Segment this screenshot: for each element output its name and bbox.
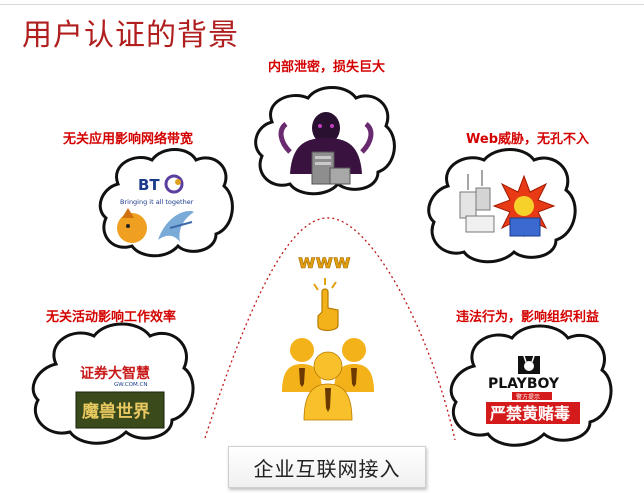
fox-app-icon: [117, 208, 147, 243]
police-notice-text: 警方提示: [516, 393, 540, 401]
wow-game-logo: 魔兽世界: [75, 391, 165, 429]
virus-burst-icon: [492, 174, 556, 238]
cloud-bandwidth: BT Bringing it all together: [98, 148, 234, 258]
cloud-productivity: 证券大智慧 GW.COM.CN 魔兽世界: [31, 322, 195, 445]
label-internal-leak: 内部泄密，损失巨大: [268, 60, 386, 75]
cloud-web-threat: [427, 148, 577, 264]
label-illegal: 违法行为，影响组织利益: [456, 310, 600, 325]
bunny-logo-icon: [518, 355, 540, 374]
page-title: 用户认证的背景: [22, 18, 239, 53]
wow-logo-text: 魔兽世界: [82, 401, 150, 422]
hooked-computers-icon: [459, 170, 495, 233]
label-web-threat: Web威胁，无孔不入: [466, 132, 589, 147]
shadow-figure-icon: [278, 112, 374, 174]
enterprise-internet-label: 企业互联网接入: [253, 456, 401, 481]
stock-logo-text: 证券大智慧: [80, 365, 150, 382]
enterprise-internet-box: 企业互联网接入: [228, 446, 426, 488]
stock-logo-url: GW.COM.CN: [114, 382, 147, 388]
bt-logo-text: BT: [138, 176, 160, 194]
warning-text: 严禁黄赌毒: [489, 404, 570, 423]
www-text: www: [298, 251, 351, 273]
stock-app-logo: 证券大智慧 GW.COM.CN: [78, 360, 160, 388]
top-divider: [0, 4, 644, 5]
pointing-finger-icon: [313, 278, 339, 332]
bt-tagline: Bringing it all together: [120, 198, 194, 206]
bird-app-icon: [158, 211, 194, 242]
server-icon: [311, 151, 351, 185]
center-graphic: www: [282, 251, 374, 421]
user-group-icon: [282, 338, 374, 421]
cloud-illegal: PLAYBOY 警方提示 严禁黄赌毒: [449, 324, 613, 447]
bt-globe-icon: [164, 174, 184, 194]
playboy-text: PLAYBOY: [488, 376, 560, 392]
cloud-internal-leak: [254, 86, 396, 196]
label-bandwidth: 无关应用影响网络带宽: [63, 132, 194, 147]
label-productivity: 无关活动影响工作效率: [46, 310, 177, 325]
